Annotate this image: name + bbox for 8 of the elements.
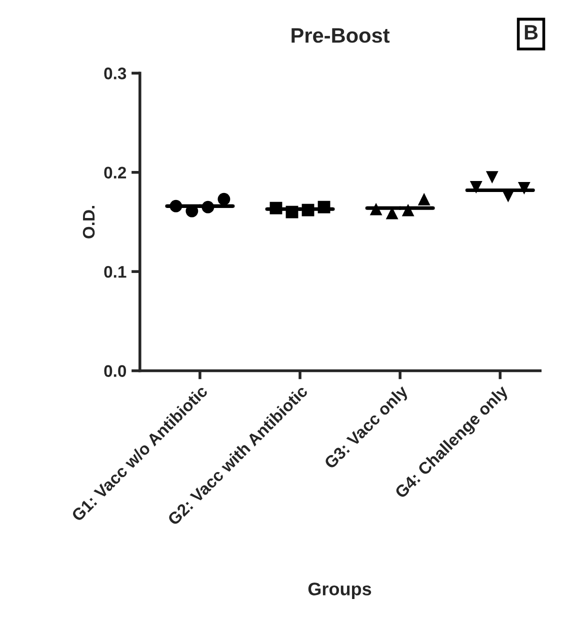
y-tick-label: 0.2 [104,166,126,179]
y-tick-label: 0.0 [104,365,126,377]
x-axis-title: Groups [308,582,372,599]
chart-title: Pre-Boost [292,28,390,43]
y-tick-label: 0.1 [104,266,126,278]
text: B [524,25,538,40]
y-axis-title: O.D. [82,206,95,238]
y-tick-label: 0.3 [104,68,126,80]
